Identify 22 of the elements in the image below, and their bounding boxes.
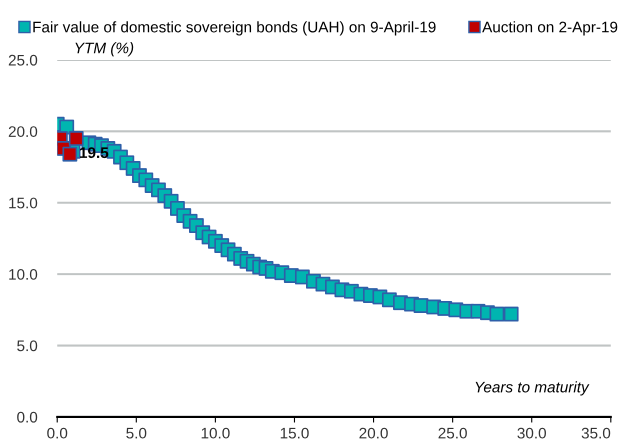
y-tick-label: 10.0 bbox=[9, 268, 38, 280]
y-tick-label: 20.0 bbox=[8, 126, 38, 138]
y-tick-label: 25.0 bbox=[8, 54, 38, 66]
y-tick-label: 0.0 bbox=[17, 412, 38, 423]
x-tick-label: 25.0 bbox=[438, 428, 467, 439]
point bbox=[68, 131, 84, 146]
x-tick-label: 15.0 bbox=[280, 428, 309, 439]
point bbox=[504, 306, 519, 322]
y-tick-label: 5.0 bbox=[17, 340, 38, 352]
x-tick-label: 35.0 bbox=[582, 428, 610, 439]
point bbox=[490, 306, 504, 322]
point bbox=[62, 146, 78, 162]
x-axis-title: Years to maturity bbox=[476, 381, 590, 396]
legend-label: Fair value of domestic sovereign bonds (UAH) on 9-April-19 bbox=[33, 21, 436, 36]
y-axis-title: YTM (%) bbox=[75, 42, 134, 56]
x-tick-label: 10.0 bbox=[202, 428, 230, 439]
x-tick-label: 0.0 bbox=[47, 428, 68, 439]
legend-label: Auction on 2-Apr-19 bbox=[482, 21, 618, 36]
x-tick-label: 30.0 bbox=[517, 428, 546, 439]
x-tick-label: 5.0 bbox=[126, 428, 146, 439]
x-tick-label: 20.0 bbox=[359, 428, 388, 439]
y-tick-label: 15.0 bbox=[9, 198, 38, 208]
